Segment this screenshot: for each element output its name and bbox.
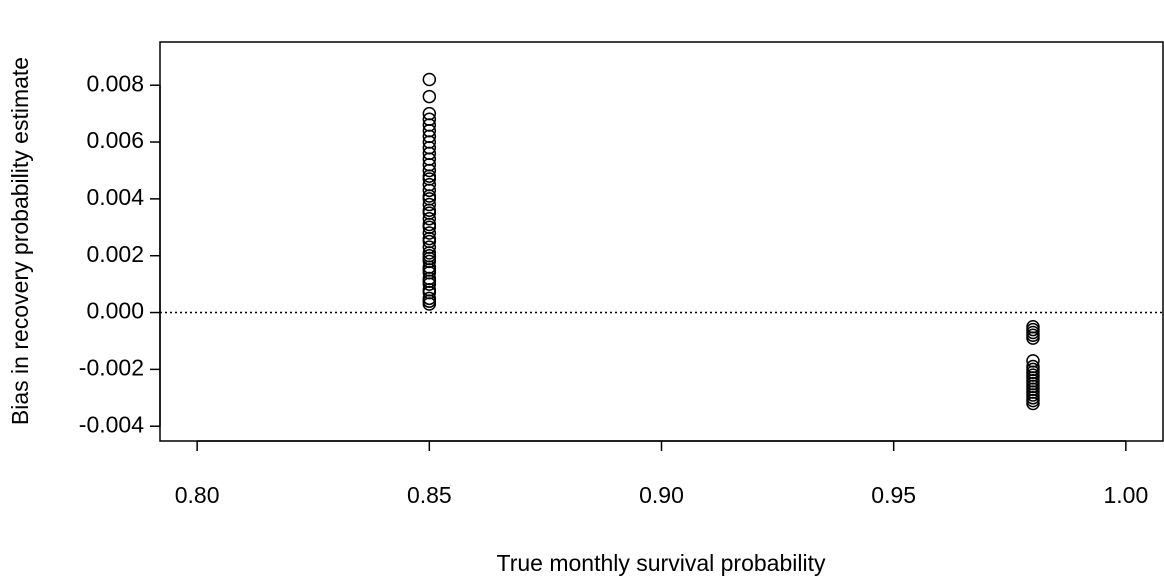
x-tick-label: 0.90 (639, 482, 684, 508)
x-tick-label: 0.85 (407, 482, 452, 508)
point (422, 291, 437, 306)
plot-frame (159, 41, 1164, 442)
point (422, 72, 437, 87)
point (422, 112, 437, 127)
x-tick-label: 0.80 (175, 482, 220, 508)
point (422, 212, 437, 226)
x-axis-label: True monthly survival probability (497, 550, 826, 576)
point (422, 106, 437, 121)
y-tick-label: -0.002 (79, 354, 144, 380)
y-axis-label: Bias in recovery probability estimate (7, 57, 33, 425)
y-tick-label: 0.000 (86, 298, 144, 324)
point (422, 240, 437, 254)
point (422, 197, 437, 212)
x-tick-label: 0.95 (871, 482, 916, 508)
point (1026, 396, 1040, 411)
y-tick-label: 0.002 (86, 241, 144, 267)
point (422, 226, 437, 240)
point (1026, 331, 1040, 345)
point (422, 89, 437, 104)
point (422, 177, 437, 192)
x-tick-label: 1.00 (1103, 482, 1148, 508)
y-tick-label: 0.008 (86, 70, 144, 96)
y-tick-label: 0.006 (86, 127, 144, 153)
y-tick-label: -0.004 (79, 411, 144, 437)
y-tick-label: 0.004 (86, 184, 144, 210)
